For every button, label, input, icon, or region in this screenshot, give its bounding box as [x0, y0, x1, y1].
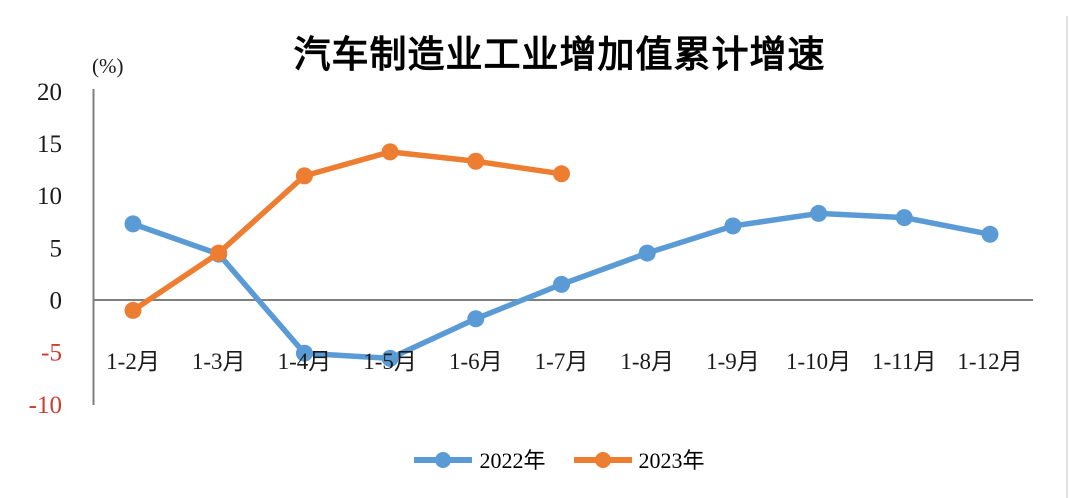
data-point-series-1: [381, 143, 399, 161]
x-axis-label: 1-6月: [449, 349, 503, 374]
data-point-series-1: [467, 152, 485, 170]
data-point-series-1: [553, 165, 570, 183]
x-axis-label: 1-8月: [620, 349, 674, 374]
x-axis-label: 1-12月: [957, 349, 1022, 374]
series-line-1: [130, 149, 565, 314]
data-point-series-0: [810, 204, 828, 222]
x-axis-label: 1-3月: [192, 349, 246, 374]
data-point-series-0: [981, 225, 999, 243]
y-tick-label: 10: [37, 183, 62, 210]
legend-item-2023: 2023年: [573, 448, 705, 473]
data-point-series-0: [895, 209, 913, 227]
x-axis-label: 1-7月: [535, 349, 589, 374]
chart-title: 汽车制造业工业增加值累计增速: [293, 35, 826, 76]
x-axis-label: 1-10月: [786, 349, 851, 374]
x-axis-label: 1-4月: [278, 349, 332, 374]
x-axis-label: 1-5月: [363, 349, 417, 374]
data-point-series-0: [124, 215, 142, 233]
y-tick-label: -10: [29, 392, 62, 419]
legend-marker-2023-icon: [573, 452, 632, 468]
legend-label-2023: 2023年: [638, 448, 705, 473]
legend-item-2022: 2022年: [414, 448, 546, 473]
y-tick-label: 5: [50, 235, 63, 262]
data-point-series-0: [638, 244, 656, 262]
legend: 2022年 2023年: [60, 448, 1059, 472]
y-axis-unit-label: (%): [92, 54, 124, 78]
data-point-series-0: [381, 349, 399, 367]
x-axis-label: 1-9月: [706, 349, 760, 374]
data-point-series-0: [467, 310, 485, 328]
data-point-series-1: [295, 167, 313, 185]
y-tick-label: -5: [41, 340, 62, 367]
legend-marker-2022-icon: [414, 452, 473, 468]
data-point-series-0: [295, 344, 313, 362]
y-tick-label: 15: [37, 131, 62, 158]
data-point-series-1: [210, 244, 228, 262]
legend-label-2022: 2022年: [479, 448, 546, 473]
data-point-series-1: [124, 301, 142, 319]
x-axis-label: 1-11月: [872, 349, 936, 374]
y-tick-label: 0: [50, 288, 63, 315]
x-axis-label: 1-2月: [106, 349, 160, 374]
y-tick-label: 20: [37, 79, 62, 106]
data-point-series-0: [724, 217, 742, 235]
data-point-series-0: [553, 275, 570, 293]
